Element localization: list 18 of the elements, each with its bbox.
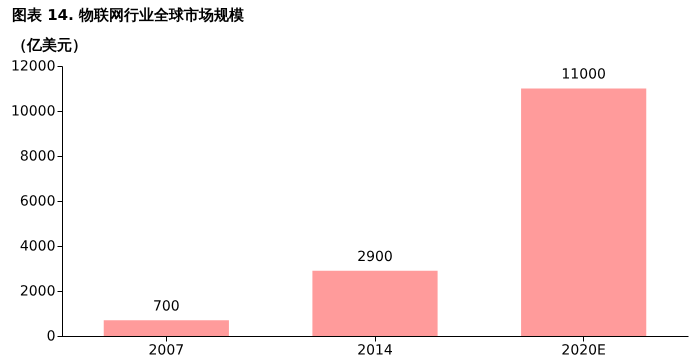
bar: [312, 270, 438, 336]
x-tick-label: 2020E: [561, 342, 606, 358]
y-tick-label: 2000: [20, 284, 56, 300]
y-tick-label: 12000: [10, 58, 56, 74]
y-tick-label: 0: [46, 328, 56, 344]
data-label: 2900: [357, 248, 393, 265]
y-tick-label: 10000: [10, 104, 56, 120]
y-tick-label: 4000: [20, 238, 56, 254]
x-tick-label: 2014: [357, 342, 393, 358]
data-label: 700: [152, 298, 180, 314]
bar: [521, 88, 646, 336]
data-label: 11000: [561, 66, 606, 82]
bar: [104, 320, 229, 336]
chart-title: 图表 14. 物联网行业全球市场规模: [12, 6, 246, 24]
y-tick-label: 8000: [20, 148, 56, 164]
x-tick-label: 2007: [148, 342, 184, 358]
y-axis-title: （亿美元）: [12, 36, 87, 54]
y-tick-label: 6000: [20, 194, 56, 210]
